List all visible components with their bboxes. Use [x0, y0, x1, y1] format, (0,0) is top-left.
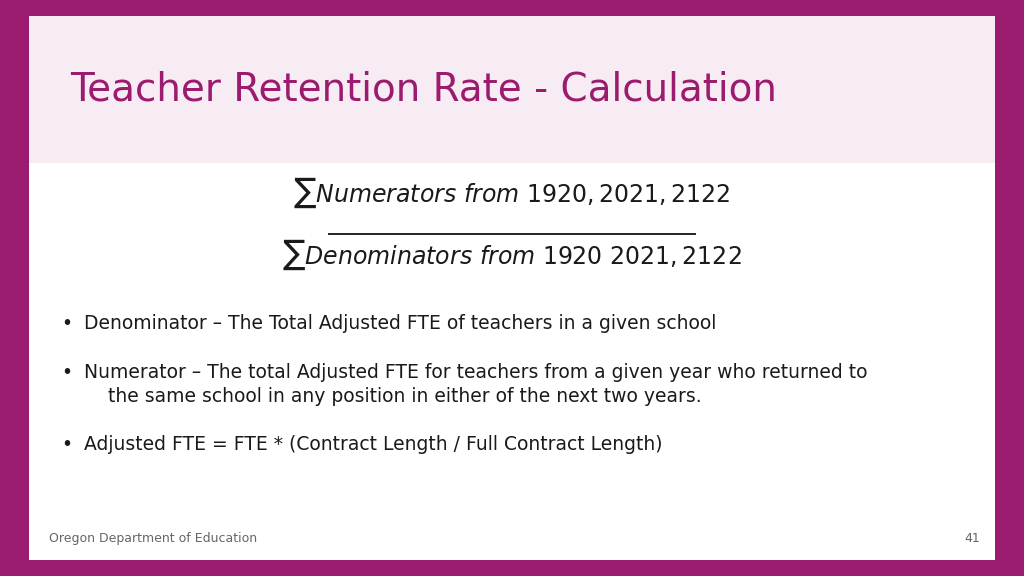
Text: Adjusted FTE = FTE * (Contract Length / Full Contract Length): Adjusted FTE = FTE * (Contract Length / … [84, 435, 663, 454]
FancyBboxPatch shape [29, 16, 995, 560]
Text: 41: 41 [965, 532, 980, 545]
Text: •: • [61, 314, 72, 333]
FancyBboxPatch shape [29, 16, 995, 163]
Text: Denominator – The Total Adjusted FTE of teachers in a given school: Denominator – The Total Adjusted FTE of … [84, 314, 717, 333]
Text: Oregon Department of Education: Oregon Department of Education [49, 532, 257, 545]
Text: •: • [61, 435, 72, 454]
Text: •: • [61, 363, 72, 382]
Text: Numerator – The total Adjusted FTE for teachers from a given year who returned t: Numerator – The total Adjusted FTE for t… [84, 363, 867, 406]
Text: Teacher Retention Rate - Calculation: Teacher Retention Rate - Calculation [70, 71, 776, 108]
Text: $\sum \mathit{Numerators\ from}\ 1920, 2021, 2122$: $\sum \mathit{Numerators\ from}\ 1920, 2… [293, 176, 731, 210]
Text: $\sum \mathit{Denominators\ from}\ 1920\ 2021, 2122$: $\sum \mathit{Denominators\ from}\ 1920\… [283, 237, 741, 272]
